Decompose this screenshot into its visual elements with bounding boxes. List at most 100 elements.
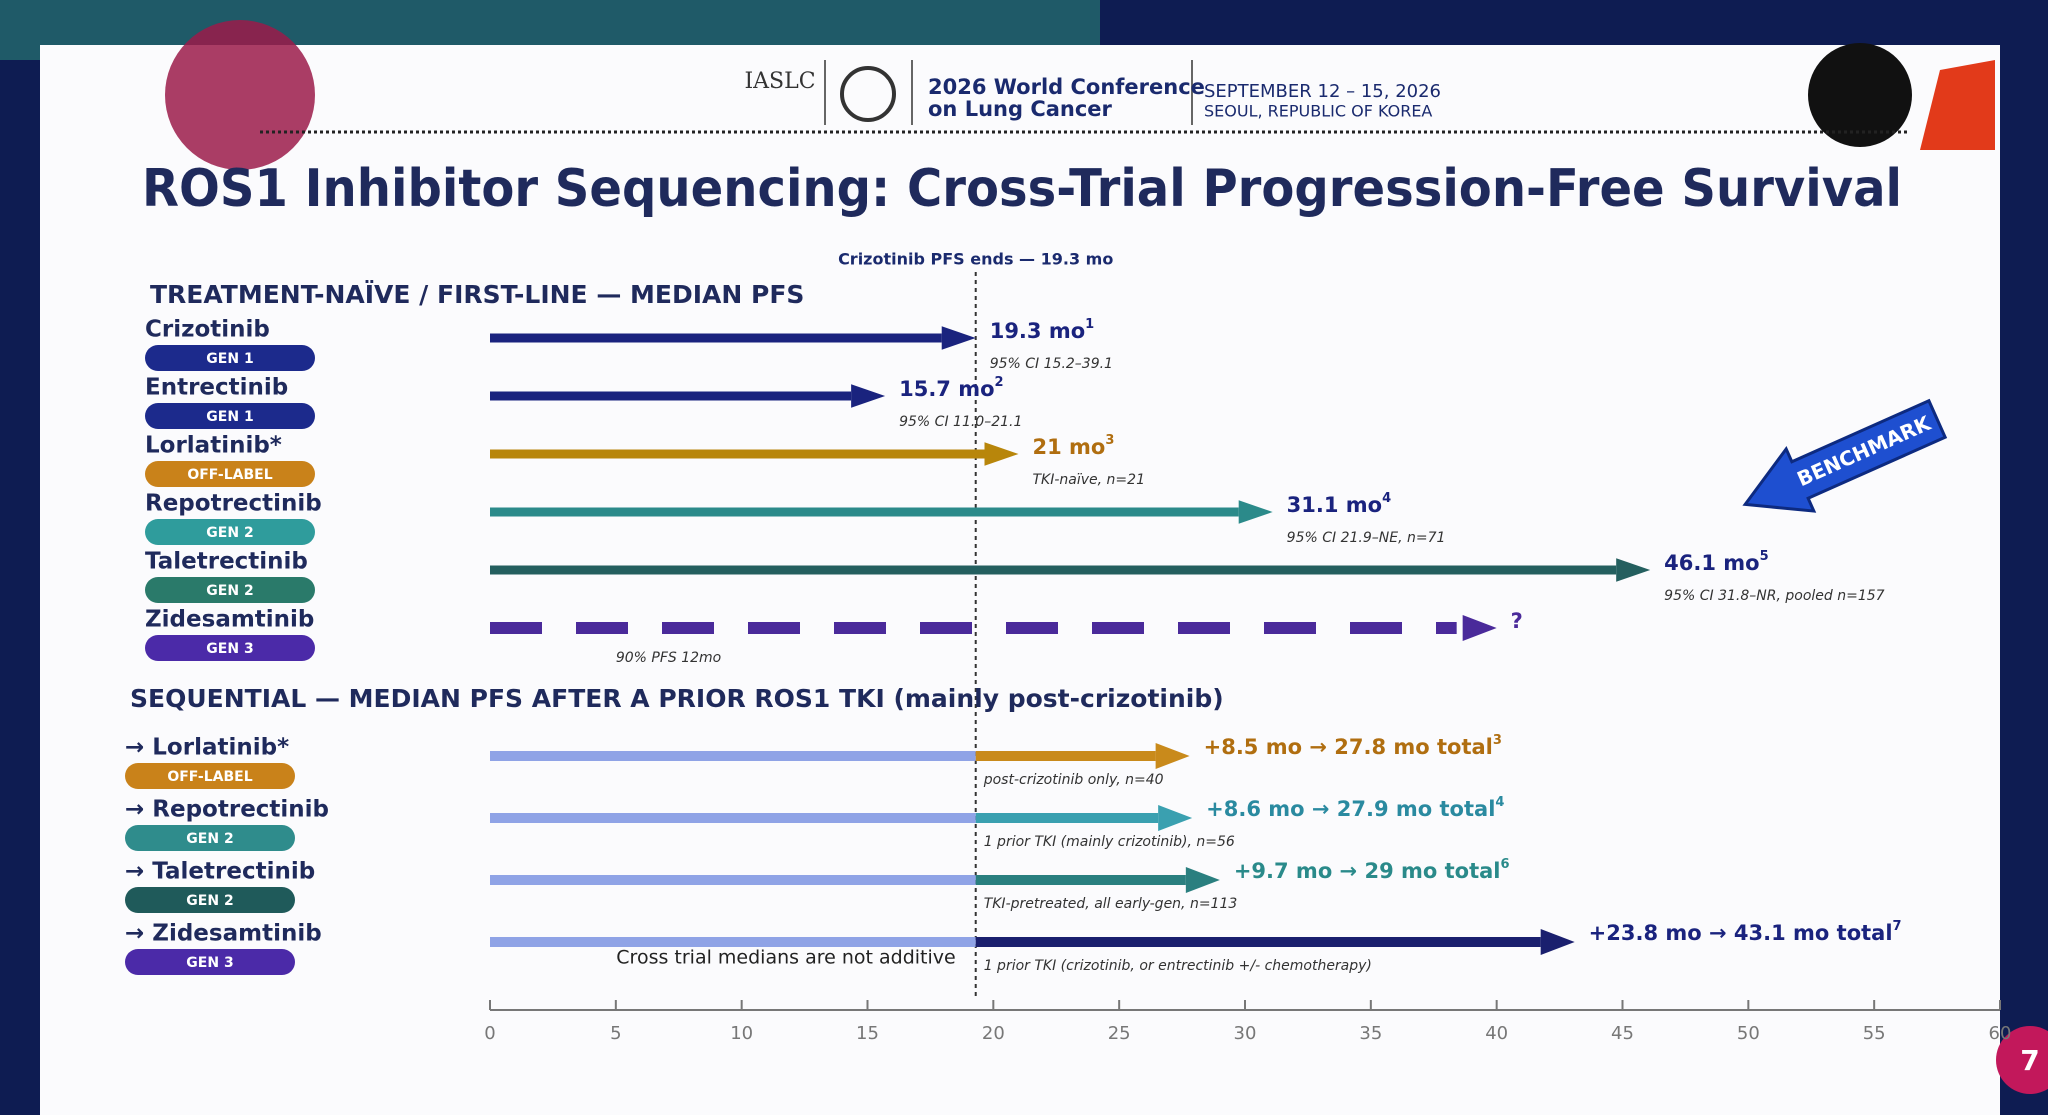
badge xyxy=(125,763,295,789)
badge xyxy=(145,635,315,661)
x-tick-label: 60 xyxy=(1989,1023,2012,1044)
arrow-head xyxy=(1462,615,1497,641)
badge xyxy=(145,461,315,487)
badge-label: GEN 1 xyxy=(206,351,253,367)
reference-label: Crizotinib PFS ends — 19.3 mo xyxy=(838,250,1113,269)
value-label-text: +9.7 mo → 29 mo total xyxy=(1234,859,1501,883)
note: 90% PFS 12mo xyxy=(616,650,721,666)
badge xyxy=(145,577,315,603)
value-label: +8.5 mo → 27.8 mo total3 xyxy=(1204,733,1502,760)
value-label: 19.3 mo1 xyxy=(990,317,1094,344)
arrow-head xyxy=(851,384,886,408)
logo xyxy=(840,66,896,122)
x-tick-label: 30 xyxy=(1234,1023,1257,1044)
badge-label: GEN 2 xyxy=(206,583,253,599)
arrow-head xyxy=(1540,929,1575,955)
value-label-text: 46.1 mo xyxy=(1664,551,1759,575)
value-label: ? xyxy=(1511,609,1523,633)
conference-name: on Lung Cancer xyxy=(928,97,1113,121)
arrow-head xyxy=(1155,743,1190,769)
badge-label: GEN 2 xyxy=(206,525,253,541)
arrow-head xyxy=(1616,558,1651,582)
arrow-shaft xyxy=(490,507,1239,517)
pfs-arrow xyxy=(490,615,1497,641)
prior-bar xyxy=(490,813,976,823)
prior-bar xyxy=(490,875,976,885)
value-label: 15.7 mo2 xyxy=(899,375,1003,402)
note: 1 prior TKI (crizotinib, or entrectinib … xyxy=(984,958,1372,974)
drug-name: → Zidesamtinib xyxy=(125,921,322,947)
x-tick-label: 25 xyxy=(1108,1023,1131,1044)
arrow-shaft xyxy=(975,751,1156,761)
badge-label: OFF-LABEL xyxy=(187,467,272,483)
arrow-shaft xyxy=(975,813,1159,823)
x-tick-label: 40 xyxy=(1485,1023,1508,1044)
section-title: SEQUENTIAL — MEDIAN PFS AFTER A PRIOR RO… xyxy=(130,684,1224,713)
page-number: 7 xyxy=(2020,1044,2039,1077)
x-tick-label: 50 xyxy=(1737,1023,1760,1044)
added-pfs-arrow xyxy=(975,743,1190,769)
footnote-ref: 7 xyxy=(1893,919,1902,934)
benchmark-arrow xyxy=(1742,398,1948,513)
footnote-ref: 1 xyxy=(1085,317,1094,332)
slide-background xyxy=(40,45,2000,1115)
note: TKI-naïve, n=21 xyxy=(1033,472,1145,488)
badge-label: GEN 2 xyxy=(186,831,233,847)
added-pfs-arrow xyxy=(975,929,1575,955)
pfs-arrow xyxy=(490,326,976,350)
x-tick-label: 15 xyxy=(856,1023,879,1044)
value-label-text: 21 mo xyxy=(1033,435,1106,459)
drug-name: Crizotinib xyxy=(145,317,270,343)
badge xyxy=(145,403,315,429)
badge xyxy=(125,825,295,851)
x-tick-label: 0 xyxy=(484,1023,495,1044)
badge-label: GEN 3 xyxy=(186,955,233,971)
note: 1 prior TKI (mainly crizotinib), n=56 xyxy=(984,834,1235,850)
value-label-text: +8.5 mo → 27.8 mo total xyxy=(1204,735,1493,759)
arrow-head xyxy=(1238,500,1273,524)
footnote-ref: 2 xyxy=(995,375,1004,390)
note: 95% CI 21.9–NE, n=71 xyxy=(1287,530,1446,546)
added-pfs-arrow xyxy=(975,805,1193,831)
x-tick-label: 10 xyxy=(730,1023,753,1044)
x-tick-label: 45 xyxy=(1611,1023,1634,1044)
value-label: +23.8 mo → 43.1 mo total7 xyxy=(1589,919,1902,946)
value-label: 21 mo3 xyxy=(1033,433,1115,460)
arrow-shaft xyxy=(490,449,985,459)
value-label-text: +8.6 mo → 27.9 mo total xyxy=(1206,797,1495,821)
header-decor xyxy=(1920,60,1995,150)
drug-name: Entrectinib xyxy=(145,375,288,401)
header-decor xyxy=(165,20,315,170)
badge xyxy=(125,887,295,913)
arrow-shaft xyxy=(975,937,1541,947)
arrow-shaft xyxy=(490,565,1617,575)
arrow-head xyxy=(984,442,1019,466)
value-label: +8.6 mo → 27.9 mo total4 xyxy=(1206,795,1504,822)
footnote-ref: 6 xyxy=(1501,857,1510,872)
arrow-head xyxy=(1158,805,1193,831)
value-label: +9.7 mo → 29 mo total6 xyxy=(1234,857,1510,884)
arrow-head xyxy=(941,326,976,350)
value-label-text: ? xyxy=(1511,609,1523,633)
footnote-ref: 5 xyxy=(1760,549,1769,564)
header-decor xyxy=(1808,43,1912,147)
x-tick-label: 20 xyxy=(982,1023,1005,1044)
conference-name: 2026 World Conference xyxy=(928,75,1205,99)
arrow-shaft xyxy=(975,875,1186,885)
x-tick-label: 35 xyxy=(1359,1023,1382,1044)
note: 95% CI 11.0–21.1 xyxy=(899,414,1022,430)
note: 95% CI 15.2–39.1 xyxy=(990,356,1113,372)
footnote-ref: 4 xyxy=(1382,491,1391,506)
conference-location: SEOUL, REPUBLIC OF KOREA xyxy=(1204,102,1432,121)
footnote-ref: 3 xyxy=(1105,433,1114,448)
value-label-text: 31.1 mo xyxy=(1287,493,1382,517)
note: 95% CI 31.8–NR, pooled n=157 xyxy=(1664,588,1884,604)
badge xyxy=(145,519,315,545)
x-tick-label: 5 xyxy=(610,1023,621,1044)
slide-title: ROS1 Inhibitor Sequencing: Cross-Trial P… xyxy=(142,159,1902,219)
badge-label: GEN 3 xyxy=(206,641,253,657)
value-label-text: 19.3 mo xyxy=(990,319,1085,343)
org-name: IASLC xyxy=(744,69,815,94)
arrow-shaft xyxy=(490,333,942,343)
